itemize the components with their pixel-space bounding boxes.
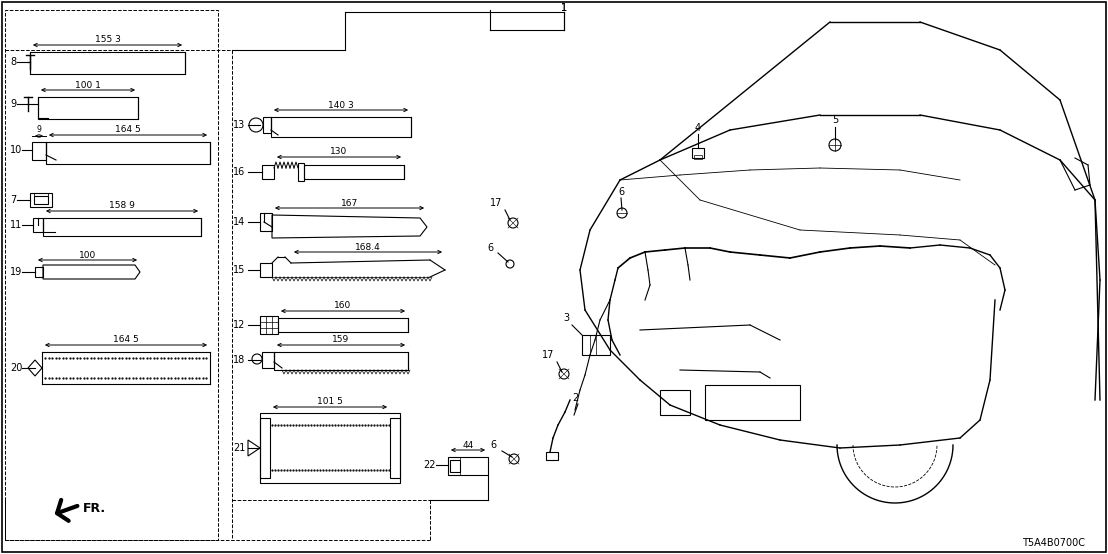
Text: 6: 6 (486, 243, 493, 253)
Text: 9: 9 (37, 126, 41, 135)
Text: 3: 3 (563, 313, 570, 323)
Text: 100: 100 (79, 250, 96, 259)
Text: 11: 11 (10, 220, 22, 230)
Text: 101 5: 101 5 (317, 398, 343, 407)
Bar (30, 193, 52, 207)
Text: 44: 44 (462, 440, 473, 449)
Bar (260, 418, 270, 478)
Bar (263, 117, 271, 133)
Text: 13: 13 (233, 120, 245, 130)
Bar (43, 218, 201, 236)
Bar (274, 352, 408, 370)
Text: 4: 4 (695, 123, 701, 133)
Text: 17: 17 (490, 198, 502, 208)
Text: 160: 160 (335, 301, 351, 310)
Bar (450, 460, 460, 472)
Bar (448, 457, 488, 475)
Text: 1: 1 (561, 3, 567, 13)
Bar (260, 316, 278, 334)
Text: 22: 22 (423, 460, 435, 470)
Bar (582, 335, 611, 355)
Bar (35, 267, 43, 277)
Text: 158 9: 158 9 (109, 202, 135, 211)
Text: 9: 9 (10, 99, 17, 109)
Text: FR.: FR. (83, 501, 106, 515)
Text: 164 5: 164 5 (113, 336, 138, 345)
Bar (692, 148, 704, 158)
Bar (304, 165, 404, 179)
Bar (261, 352, 274, 368)
Text: 10: 10 (10, 145, 22, 155)
Text: 8: 8 (10, 57, 17, 67)
Bar (32, 142, 47, 160)
Text: 2: 2 (572, 393, 578, 403)
Bar (271, 117, 411, 137)
Text: T5A4B0700C: T5A4B0700C (1022, 538, 1085, 548)
Text: 1: 1 (561, 3, 567, 13)
Bar (660, 390, 690, 415)
Bar (38, 97, 138, 119)
Text: 14: 14 (233, 217, 245, 227)
Text: 140 3: 140 3 (328, 100, 353, 110)
Text: 12: 12 (233, 320, 245, 330)
Text: 6: 6 (618, 187, 624, 197)
Text: 155 3: 155 3 (94, 35, 121, 44)
Bar (390, 418, 400, 478)
Text: 17: 17 (542, 350, 554, 360)
Text: 130: 130 (330, 147, 348, 156)
Bar (694, 155, 702, 159)
Bar (260, 413, 400, 483)
Bar (260, 263, 271, 277)
Bar (298, 163, 304, 181)
Bar (33, 218, 43, 232)
Bar (47, 142, 211, 164)
Text: 164 5: 164 5 (115, 126, 141, 135)
Bar (261, 165, 274, 179)
Text: 168.4: 168.4 (356, 243, 381, 252)
Text: 15: 15 (233, 265, 245, 275)
Bar (34, 196, 48, 204)
Bar (6, 10, 218, 540)
Text: 159: 159 (332, 336, 350, 345)
Bar (30, 52, 185, 74)
Text: 100 1: 100 1 (75, 80, 101, 90)
Text: 7: 7 (10, 195, 17, 205)
Text: 5: 5 (832, 115, 838, 125)
Bar (546, 452, 558, 460)
Text: 18: 18 (233, 355, 245, 365)
Bar (260, 213, 271, 231)
Text: 16: 16 (233, 167, 245, 177)
Text: 6: 6 (490, 440, 496, 450)
Bar (278, 318, 408, 332)
Text: 167: 167 (341, 198, 358, 208)
Text: 19: 19 (10, 267, 22, 277)
Text: 20: 20 (10, 363, 22, 373)
Bar (705, 385, 800, 420)
Text: 21: 21 (233, 443, 245, 453)
